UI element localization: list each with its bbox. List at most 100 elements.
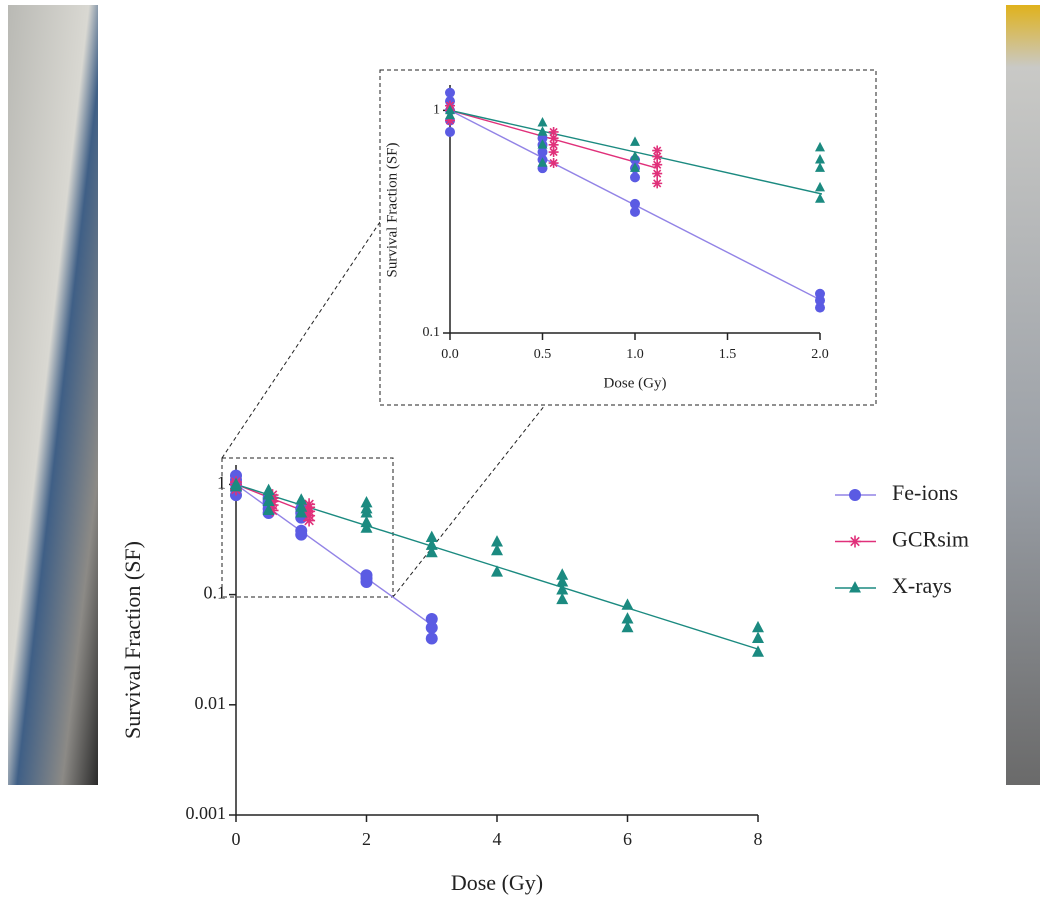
data-point [295,500,308,512]
inset-fit-line [450,109,822,195]
legend-label: GCRsim [892,527,969,552]
zoom-connector [392,404,546,598]
data-point [815,154,825,164]
data-point [652,145,663,156]
data-point [621,598,634,610]
data-point [262,483,275,496]
data-point [652,168,663,179]
data-point [537,126,548,136]
data-point [360,495,373,508]
data-point [652,151,663,162]
data-point [537,139,548,149]
data-point [537,147,548,158]
data-point [295,493,308,505]
data-point [630,206,640,217]
y-axis-title: Survival Fraction (SF) [120,541,145,739]
data-point [360,515,373,528]
data-point [445,87,455,98]
background-photo [1006,5,1040,785]
data-point [630,172,640,183]
data-point [621,620,634,633]
data-point [491,565,503,577]
data-point [815,288,825,299]
zoom-box [221,457,394,598]
data-point [360,569,373,582]
inset-x-tick-label: 0.0 [441,347,459,362]
data-point [621,612,634,624]
data-point [360,501,373,514]
data-point [425,632,438,645]
zoom-connector [221,221,381,459]
data-point [295,506,308,518]
data-point [295,524,308,537]
data-point [537,157,548,167]
y-tick-label: 0.01 [195,693,227,713]
data-point [548,133,559,144]
inset-y-axis-title: Survival Fraction (SF) [384,143,400,278]
data-point [548,139,559,150]
data-point [425,530,438,542]
plot-background [100,440,1000,905]
y-tick-label: 0.1 [204,583,227,603]
data-point [815,302,825,313]
y-tick-label: 0.001 [186,803,227,823]
data-point [752,631,764,643]
x-tick-label: 6 [623,829,632,849]
data-point [262,503,275,515]
data-point [425,621,438,634]
data-point [445,104,455,115]
inset-x-tick-label: 1.5 [719,347,737,362]
x-axis-title: Dose (Gy) [451,870,543,895]
data-point [548,126,559,137]
data-point [815,162,825,172]
data-point [630,136,640,146]
data-point [548,158,559,169]
data-point [445,126,455,137]
data-point [556,568,569,580]
data-point [556,575,569,587]
x-tick-label: 0 [232,829,241,849]
legend-marker [849,581,861,593]
legend-label: Fe-ions [892,480,958,505]
data-point [630,150,640,161]
data-point [630,198,640,209]
legend-marker [849,489,861,501]
data-point [815,181,825,192]
data-point [752,645,764,657]
inset-x-tick-label: 0.5 [534,347,552,362]
data-point [630,162,640,172]
legend-marker [849,535,861,548]
data-point [230,477,242,489]
inset-y-tick-label: 0.1 [423,325,441,340]
data-point [537,116,548,127]
legend-label: X-rays [892,573,952,598]
data-point [652,159,663,170]
data-point [303,498,316,511]
data-point [752,620,764,633]
data-point [425,545,438,558]
background-photo [8,5,98,785]
inset-x-axis-title: Dose (Gy) [604,375,667,391]
data-point [445,109,455,120]
x-tick-label: 4 [493,829,502,849]
data-point [425,538,438,550]
data-point [548,147,559,158]
data-point [652,178,663,189]
inset-x-tick-label: 2.0 [811,347,829,362]
data-point [425,613,438,626]
inset-frame [379,69,877,406]
inset-y-tick-label: 1 [433,103,440,118]
data-point [556,592,569,605]
y-tick-label: 1 [217,473,226,493]
data-point [266,489,279,502]
x-tick-label: 8 [754,829,763,849]
data-point [445,115,455,126]
data-point [815,193,825,203]
x-tick-label: 2 [362,829,371,849]
data-point [491,535,503,547]
data-point [556,583,569,595]
inset-x-tick-label: 1.0 [626,347,644,362]
data-point [815,141,825,152]
data-point [491,543,503,556]
